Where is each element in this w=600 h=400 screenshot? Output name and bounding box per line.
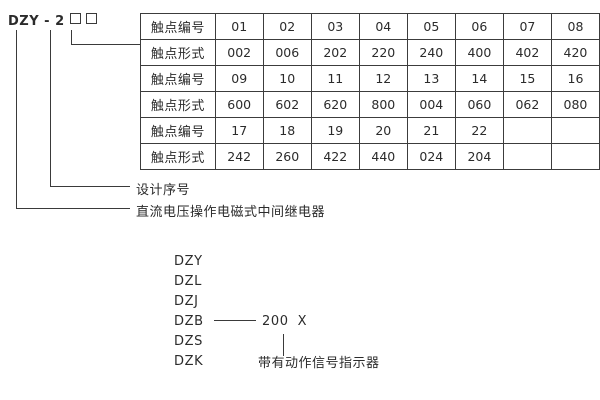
legend-connector-line xyxy=(214,320,256,321)
row-header: 触点形式 xyxy=(140,39,216,66)
model-code-box-2 xyxy=(85,13,97,24)
table-row: 触点形式 600 602 620 800 004 060 062 080 xyxy=(140,91,600,118)
table-cell: 09 xyxy=(214,65,264,92)
contact-table: 触点编号 01 02 03 04 05 06 07 08 触点形式 002 00… xyxy=(140,13,600,170)
table-cell: 242 xyxy=(214,143,264,170)
table-cell: 600 xyxy=(214,91,264,118)
legend-item: DZK xyxy=(174,352,307,372)
model-code-prefix: DZY - 2 xyxy=(8,14,65,29)
table-cell: 240 xyxy=(406,39,456,66)
table-cell: 07 xyxy=(502,13,552,40)
legend-code: DZB xyxy=(174,314,204,329)
label-design-serial: 设计序号 xyxy=(136,183,191,198)
leader-line-contact-table xyxy=(71,44,140,45)
table-cell: 204 xyxy=(454,143,504,170)
table-cell-empty xyxy=(550,143,600,170)
table-cell: 14 xyxy=(454,65,504,92)
row-header: 触点编号 xyxy=(140,117,216,144)
table-cell: 22 xyxy=(454,117,504,144)
table-cell: 17 xyxy=(214,117,264,144)
row-header: 触点形式 xyxy=(140,143,216,170)
series-legend: DZY DZL DZJ DZB 200 X DZS DZK xyxy=(174,252,307,372)
table-row: 触点编号 17 18 19 20 21 22 xyxy=(140,117,600,144)
table-cell-empty xyxy=(550,117,600,144)
row-header: 触点形式 xyxy=(140,91,216,118)
table-cell: 19 xyxy=(310,117,360,144)
table-cell: 11 xyxy=(310,65,360,92)
table-cell: 402 xyxy=(502,39,552,66)
table-cell: 602 xyxy=(262,91,312,118)
table-cell-empty xyxy=(502,143,552,170)
leader-stem-contact-table xyxy=(71,30,72,44)
table-cell: 04 xyxy=(358,13,408,40)
table-cell: 620 xyxy=(310,91,360,118)
table-cell: 400 xyxy=(454,39,504,66)
table-row: 触点形式 002 006 202 220 240 400 402 420 xyxy=(140,39,600,66)
table-cell: 16 xyxy=(550,65,600,92)
table-cell: 006 xyxy=(262,39,312,66)
table-cell: 03 xyxy=(310,13,360,40)
table-cell: 260 xyxy=(262,143,312,170)
table-cell: 13 xyxy=(406,65,456,92)
leader-stem-series xyxy=(16,30,17,208)
table-cell: 420 xyxy=(550,39,600,66)
label-relay-description: 直流电压操作电磁式中间继电器 xyxy=(136,205,326,220)
table-cell: 06 xyxy=(454,13,504,40)
table-cell: 15 xyxy=(502,65,552,92)
table-cell: 024 xyxy=(406,143,456,170)
leader-stem-indicator-note xyxy=(283,334,284,356)
table-cell: 080 xyxy=(550,91,600,118)
table-row: 触点形式 242 260 422 440 024 204 xyxy=(140,143,600,170)
table-cell: 004 xyxy=(406,91,456,118)
table-cell: 02 xyxy=(262,13,312,40)
table-cell: 002 xyxy=(214,39,264,66)
table-cell: 422 xyxy=(310,143,360,170)
table-cell: 202 xyxy=(310,39,360,66)
table-cell: 12 xyxy=(358,65,408,92)
table-cell: 220 xyxy=(358,39,408,66)
leader-line-relay-description xyxy=(16,208,130,209)
label-indicator-note: 带有动作信号指示器 xyxy=(258,356,380,371)
legend-item: DZL xyxy=(174,272,307,292)
row-header: 触点编号 xyxy=(140,65,216,92)
legend-code: DZL xyxy=(174,274,202,289)
table-cell: 21 xyxy=(406,117,456,144)
contact-table-body: 触点编号 01 02 03 04 05 06 07 08 触点形式 002 00… xyxy=(140,13,600,170)
table-cell: 10 xyxy=(262,65,312,92)
table-cell: 18 xyxy=(262,117,312,144)
table-cell: 20 xyxy=(358,117,408,144)
table-cell: 01 xyxy=(214,13,264,40)
legend-code: DZK xyxy=(174,354,204,369)
table-row: 触点编号 09 10 11 12 13 14 15 16 xyxy=(140,65,600,92)
table-cell: 440 xyxy=(358,143,408,170)
table-row: 触点编号 01 02 03 04 05 06 07 08 xyxy=(140,13,600,40)
table-cell-empty xyxy=(502,117,552,144)
legend-item: DZY xyxy=(174,252,307,272)
legend-code: DZS xyxy=(174,334,203,349)
legend-item-dzb: DZB 200 X xyxy=(174,312,307,332)
legend-item: DZS xyxy=(174,332,307,352)
legend-number: 200 xyxy=(262,314,289,329)
row-header: 触点编号 xyxy=(140,13,216,40)
table-cell: 062 xyxy=(502,91,552,118)
legend-code: DZJ xyxy=(174,294,199,309)
table-cell: 060 xyxy=(454,91,504,118)
model-code-box-1 xyxy=(69,13,81,24)
model-code: DZY - 2 xyxy=(8,13,97,29)
table-cell: 800 xyxy=(358,91,408,118)
table-cell: 05 xyxy=(406,13,456,40)
table-cell: 08 xyxy=(550,13,600,40)
legend-suffix: X xyxy=(297,314,308,329)
legend-code: DZY xyxy=(174,254,203,269)
legend-item: DZJ xyxy=(174,292,307,312)
leader-line-design-serial xyxy=(50,186,130,187)
leader-stem-design-serial xyxy=(50,30,51,186)
